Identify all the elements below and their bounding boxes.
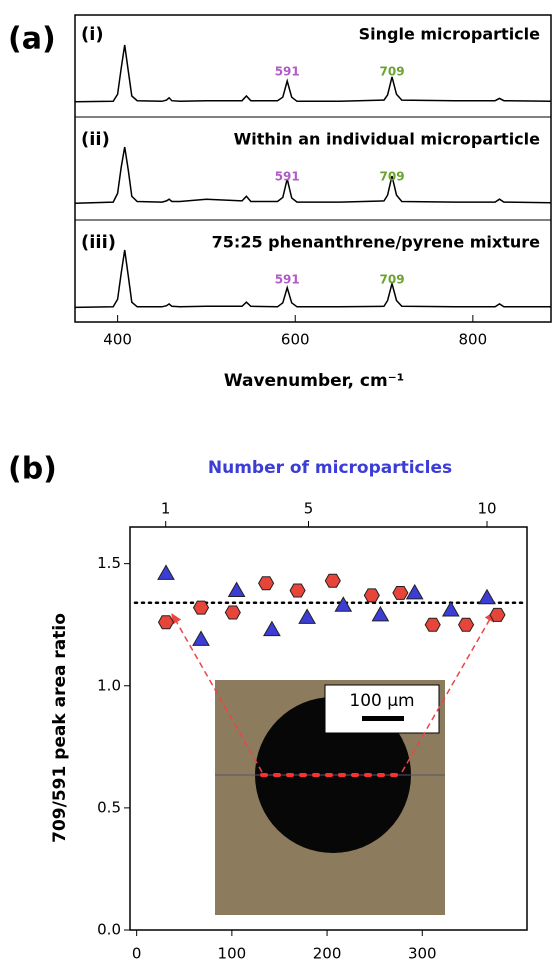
y-tick-label: 1.0 (97, 676, 121, 694)
hexagon-marker (224, 605, 241, 620)
scale-bar (362, 716, 404, 721)
inset-image: 100 µm (215, 680, 445, 915)
y-tick-label: 1.5 (97, 554, 121, 572)
triangle-marker (405, 583, 424, 600)
hexagon-marker (258, 576, 275, 591)
triangle-marker (478, 588, 496, 605)
top-tick-label: 10 (477, 500, 496, 518)
x-axis-label: Wavenumber, cm⁻¹ (224, 371, 404, 391)
hexagon-marker (157, 615, 175, 630)
peak-label: 709 (380, 170, 405, 184)
top-tick-label: 1 (161, 500, 171, 518)
x-tick-label: 100 (218, 945, 247, 963)
panel-label: (a) (8, 22, 56, 57)
series-label: (i) (81, 24, 104, 45)
arrow (171, 613, 263, 773)
peak-label: 591 (275, 170, 300, 184)
spectrum (74, 146, 552, 205)
peak-label: 709 (380, 65, 405, 79)
hexagon-marker (324, 573, 341, 588)
x-tick-label: 200 (313, 945, 342, 963)
hexagon-marker (424, 617, 441, 632)
y-axis-label: 709/591 peak area ratio (50, 613, 70, 843)
peak-label: 709 (380, 273, 405, 287)
triangle-marker (227, 581, 246, 597)
top-axis-label: Number of microparticles (208, 458, 452, 478)
plot-frame (74, 14, 552, 323)
x-tick-label: 0 (132, 945, 142, 963)
plot-frame (129, 526, 528, 931)
x-tick-label: 800 (459, 331, 488, 349)
hexagon-marker (489, 607, 506, 622)
peak-label: 591 (275, 273, 300, 287)
hexagon-marker (192, 600, 210, 615)
hexagon-marker (458, 617, 475, 632)
series-label: (ii) (81, 129, 110, 150)
triangle-marker (192, 630, 210, 646)
spectrum (74, 44, 552, 103)
series-name: Within an individual microparticle (234, 130, 541, 149)
hexagon-marker (289, 583, 306, 598)
series-name: 75:25 phenanthrene/pyrene mixture (212, 233, 540, 252)
x-tick-label: 600 (281, 331, 310, 349)
y-tick-label: 0.0 (97, 921, 121, 939)
y-tick-label: 0.5 (97, 798, 121, 816)
series-label: (iii) (81, 232, 116, 253)
hexagon-marker (392, 586, 409, 600)
spectrum (74, 249, 551, 309)
series-name: Single microparticle (359, 25, 541, 44)
peak-label: 591 (275, 65, 300, 79)
top-tick-label: 5 (304, 500, 314, 518)
hexagon-marker (363, 588, 380, 603)
triangle-marker (298, 608, 316, 624)
triangle-marker (334, 596, 353, 612)
arrow (401, 611, 495, 773)
triangle-marker (441, 600, 460, 617)
panel-label: (b) (8, 452, 57, 487)
x-tick-label: 400 (103, 331, 132, 349)
scale-box (324, 684, 440, 734)
scale-label: 100 µm (349, 691, 414, 711)
triangle-marker (157, 564, 175, 580)
x-tick-label: 300 (408, 945, 437, 963)
triangle-marker (371, 605, 390, 622)
triangle-marker (263, 620, 281, 637)
